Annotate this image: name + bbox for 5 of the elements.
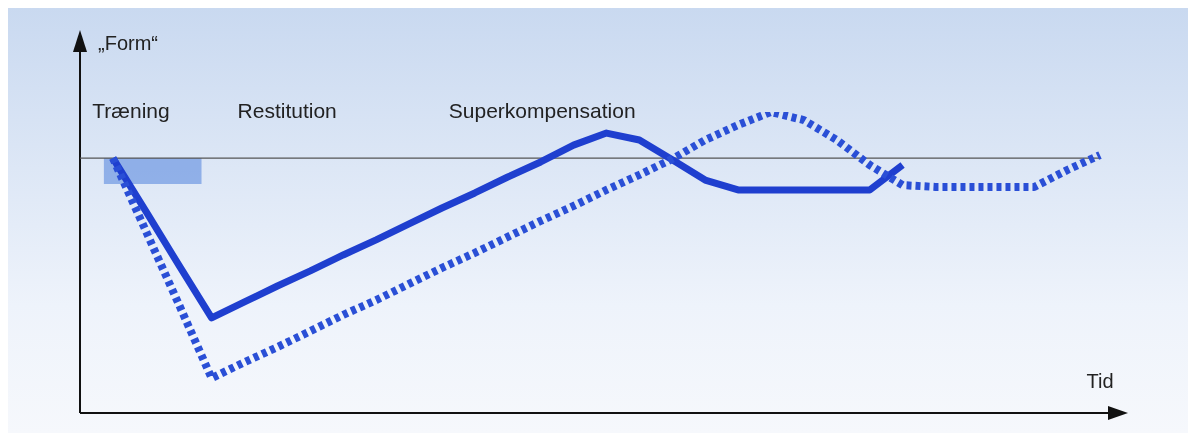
annotation: Restitution	[237, 99, 337, 122]
annotation: Superkompensation	[448, 99, 636, 122]
y-axis-title: „Form“	[98, 32, 158, 54]
annotation: Træning	[92, 99, 170, 122]
x-axis-title: Tid	[1086, 370, 1114, 392]
